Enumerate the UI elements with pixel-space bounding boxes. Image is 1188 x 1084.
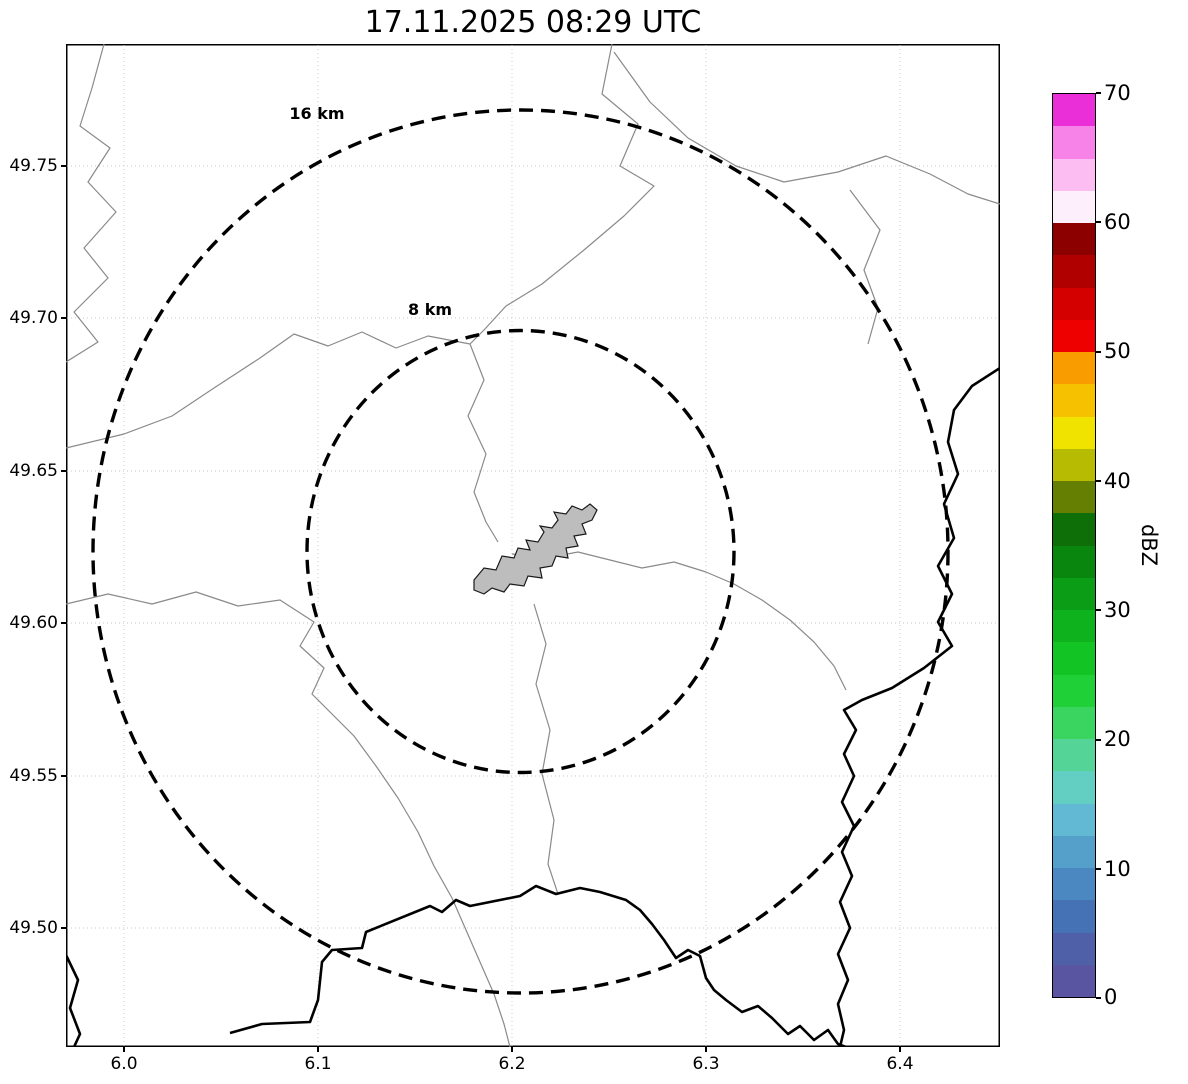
urban-area-polygon <box>473 503 598 595</box>
colorbar-segment <box>1053 964 1095 997</box>
boundary-line <box>66 591 511 1047</box>
y-tick-label: 49.65 <box>9 461 58 481</box>
range-ring-8km <box>305 328 736 775</box>
colorbar-tick-label: 50 <box>1104 339 1131 363</box>
figure-title: 17.11.2025 08:29 UTC <box>364 5 702 40</box>
border-line-east <box>836 366 1000 1047</box>
colorbar-tick-label: 40 <box>1104 469 1131 493</box>
colorbar-segment <box>1053 835 1095 868</box>
range-ring-label-16km: 16 km <box>289 104 345 123</box>
colorbar-segment <box>1053 932 1095 965</box>
map-canvas <box>66 44 1000 1047</box>
colorbar-segment <box>1053 577 1095 610</box>
y-tick-mark <box>61 470 66 472</box>
boundary-line <box>613 51 1000 205</box>
boundary-line <box>511 551 847 691</box>
x-tick-label: 6.1 <box>304 1054 332 1074</box>
colorbar-segment <box>1053 158 1095 191</box>
colorbar-segment <box>1053 706 1095 739</box>
colorbar-segment <box>1053 610 1095 643</box>
colorbar-segment <box>1053 545 1095 578</box>
y-tick-mark <box>61 317 66 319</box>
colorbar-tick-mark <box>1096 868 1101 870</box>
boundary-line <box>66 331 471 449</box>
colorbar-axis-label: dBZ <box>1137 523 1162 567</box>
y-tick-mark <box>61 622 66 624</box>
x-tick-label: 6.3 <box>692 1054 720 1074</box>
colorbar-segment <box>1053 126 1095 159</box>
y-tick-label: 49.55 <box>9 766 58 786</box>
colorbar-segment <box>1053 674 1095 707</box>
boundary-line <box>469 44 655 345</box>
colorbar-segment <box>1053 384 1095 417</box>
x-tick-mark <box>511 1047 513 1052</box>
colorbar-segment <box>1053 94 1095 127</box>
colorbar-tick-mark <box>1096 351 1101 353</box>
colorbar-segment <box>1053 739 1095 772</box>
border-line-southwest <box>66 954 82 1047</box>
colorbar-segment <box>1053 803 1095 836</box>
colorbar-segment <box>1053 255 1095 288</box>
colorbar-segment <box>1053 513 1095 546</box>
boundary-line <box>533 603 559 895</box>
colorbar-tick-mark <box>1096 480 1101 482</box>
colorbar-tick-label: 0 <box>1104 985 1118 1009</box>
colorbar-segment <box>1053 352 1095 385</box>
colorbar-tick-label: 60 <box>1104 210 1131 234</box>
y-tick-mark <box>61 775 66 777</box>
x-tick-mark <box>705 1047 707 1052</box>
border-line-south <box>229 884 847 1047</box>
boundary-line <box>849 189 881 345</box>
country-borders <box>66 366 1000 1047</box>
x-tick-mark <box>899 1047 901 1052</box>
colorbar-swatches <box>1052 93 1096 998</box>
colorbar-segment <box>1053 190 1095 223</box>
colorbar-tick-mark <box>1096 221 1101 223</box>
x-tick-label: 6.0 <box>110 1054 138 1074</box>
map-plot: 16 km 8 km <box>66 44 1000 1047</box>
colorbar-segment <box>1053 900 1095 933</box>
x-tick-mark <box>123 1047 125 1052</box>
colorbar-tick-mark <box>1096 739 1101 741</box>
x-tick-label: 6.2 <box>498 1054 526 1074</box>
colorbar-segment <box>1053 481 1095 514</box>
colorbar-segment <box>1053 416 1095 449</box>
y-tick-mark <box>61 927 66 929</box>
colorbar-tick-mark <box>1096 609 1101 611</box>
y-tick-label: 49.70 <box>9 308 58 328</box>
boundary-line <box>467 343 499 543</box>
y-tick-label: 49.50 <box>9 918 58 938</box>
range-ring-16km <box>91 108 950 995</box>
colorbar-segment <box>1053 868 1095 901</box>
colorbar-segment <box>1053 771 1095 804</box>
colorbar-tick-label: 30 <box>1104 598 1131 622</box>
colorbar-tick-label: 20 <box>1104 727 1131 751</box>
admin-boundaries <box>66 44 1000 1047</box>
colorbar-segment <box>1053 319 1095 352</box>
y-tick-mark <box>61 165 66 167</box>
grid-lines <box>67 45 999 1046</box>
colorbar-segment <box>1053 642 1095 675</box>
colorbar-segment <box>1053 287 1095 320</box>
x-tick-mark <box>317 1047 319 1052</box>
colorbar-tick-label: 10 <box>1104 857 1131 881</box>
colorbar-segment <box>1053 223 1095 256</box>
y-tick-label: 49.75 <box>9 156 58 176</box>
y-tick-label: 49.60 <box>9 613 58 633</box>
colorbar-tick-mark <box>1096 92 1101 94</box>
colorbar-tick-label: 70 <box>1104 81 1131 105</box>
boundary-line <box>66 44 117 363</box>
x-tick-label: 6.4 <box>886 1054 914 1074</box>
colorbar-tick-mark <box>1096 997 1101 999</box>
colorbar-segment <box>1053 448 1095 481</box>
range-ring-label-8km: 8 km <box>407 300 452 319</box>
